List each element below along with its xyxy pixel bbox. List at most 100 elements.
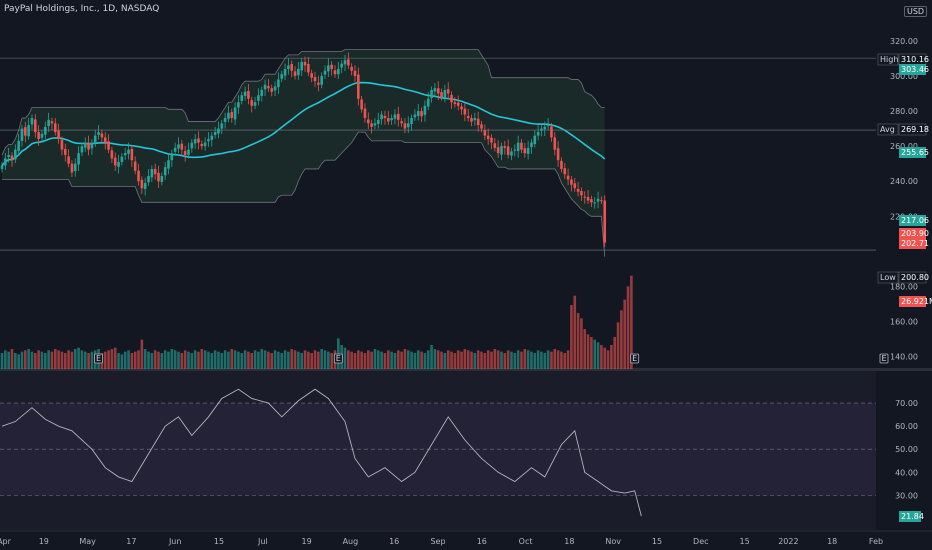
candle[interactable]	[160, 172, 164, 186]
candle[interactable]	[50, 117, 54, 130]
candle[interactable]	[133, 156, 137, 175]
candle[interactable]	[163, 161, 167, 180]
candle[interactable]	[563, 162, 567, 179]
candle[interactable]	[383, 110, 387, 125]
candle[interactable]	[593, 197, 597, 209]
candle[interactable]	[546, 118, 550, 130]
candle[interactable]	[257, 88, 260, 106]
candle[interactable]	[603, 195, 607, 248]
candle[interactable]	[120, 153, 124, 166]
candle[interactable]	[413, 109, 417, 121]
candle[interactable]	[583, 191, 587, 204]
candle[interactable]	[436, 81, 440, 101]
candle[interactable]	[97, 125, 100, 140]
rsi-axis[interactable]: 70.00 60.00 50.00 40.00 30.00	[895, 399, 918, 500]
candle[interactable]	[390, 114, 393, 125]
candle[interactable]	[453, 97, 457, 108]
candle[interactable]	[353, 65, 357, 82]
candle[interactable]	[423, 100, 427, 122]
candle[interactable]	[396, 106, 400, 127]
candle[interactable]	[343, 54, 347, 72]
candle[interactable]	[283, 63, 287, 81]
candle[interactable]	[573, 178, 577, 192]
candle[interactable]	[483, 124, 487, 141]
candle[interactable]	[207, 132, 210, 147]
candle[interactable]	[237, 95, 240, 115]
candle[interactable]	[203, 137, 207, 151]
candle[interactable]	[60, 136, 64, 156]
candle[interactable]	[320, 72, 323, 89]
candle[interactable]	[190, 139, 194, 153]
candle[interactable]	[47, 112, 50, 132]
candle[interactable]	[543, 121, 547, 136]
candle[interactable]	[83, 137, 87, 153]
candle[interactable]	[310, 69, 313, 83]
candle[interactable]	[223, 112, 227, 129]
candle[interactable]	[233, 102, 237, 126]
candle[interactable]	[510, 147, 513, 161]
candle[interactable]	[586, 190, 590, 205]
candle[interactable]	[280, 70, 284, 83]
candle[interactable]	[183, 145, 187, 162]
candle[interactable]	[147, 168, 150, 186]
candle[interactable]	[470, 114, 473, 127]
candle[interactable]	[260, 86, 264, 102]
candle[interactable]	[443, 84, 447, 103]
candle[interactable]	[157, 165, 160, 188]
candle[interactable]	[376, 112, 380, 129]
candle[interactable]	[127, 142, 130, 160]
candle[interactable]	[406, 116, 410, 133]
candle[interactable]	[506, 139, 510, 159]
candlesticks[interactable]	[0, 52, 607, 248]
candle[interactable]	[267, 79, 270, 92]
candle[interactable]	[456, 95, 460, 111]
candle[interactable]	[63, 143, 67, 162]
candle[interactable]	[513, 144, 517, 157]
candle[interactable]	[450, 91, 453, 109]
candle[interactable]	[386, 111, 390, 126]
candle[interactable]	[340, 60, 343, 74]
candle[interactable]	[73, 158, 77, 177]
candle[interactable]	[533, 130, 537, 148]
candle[interactable]	[170, 149, 174, 167]
candle[interactable]	[466, 108, 470, 122]
candle[interactable]	[103, 132, 107, 150]
candle[interactable]	[87, 135, 90, 156]
candle[interactable]	[327, 58, 330, 77]
candle[interactable]	[217, 121, 220, 139]
candle[interactable]	[70, 160, 74, 178]
candle[interactable]	[526, 140, 530, 160]
candle[interactable]	[370, 119, 373, 134]
candle[interactable]	[433, 82, 437, 98]
candle[interactable]	[7, 147, 10, 163]
candle[interactable]	[167, 153, 170, 175]
candle[interactable]	[287, 58, 290, 75]
candle[interactable]	[347, 52, 350, 69]
candle[interactable]	[107, 134, 110, 154]
candle[interactable]	[34, 114, 37, 138]
candle[interactable]	[150, 165, 154, 182]
candle[interactable]	[293, 66, 297, 80]
candle[interactable]	[357, 67, 360, 106]
candle[interactable]	[153, 163, 157, 180]
candle[interactable]	[560, 157, 563, 173]
candle[interactable]	[503, 140, 507, 155]
candle[interactable]	[520, 139, 523, 154]
candle[interactable]	[600, 196, 603, 205]
candle[interactable]	[263, 79, 267, 96]
candle[interactable]	[360, 95, 363, 113]
candle[interactable]	[307, 56, 310, 76]
candle[interactable]	[270, 84, 274, 97]
candle[interactable]	[123, 147, 127, 160]
candle[interactable]	[247, 84, 250, 105]
candle[interactable]	[4, 153, 7, 171]
candle[interactable]	[476, 111, 480, 132]
candle[interactable]	[113, 152, 117, 172]
candle[interactable]	[24, 121, 27, 143]
price-axis[interactable]: 320.00300.00280.00260.00240.00220.00180.…	[890, 37, 918, 362]
candle[interactable]	[137, 163, 140, 186]
candle[interactable]	[290, 60, 294, 78]
candle[interactable]	[553, 132, 557, 156]
candle[interactable]	[410, 114, 413, 131]
